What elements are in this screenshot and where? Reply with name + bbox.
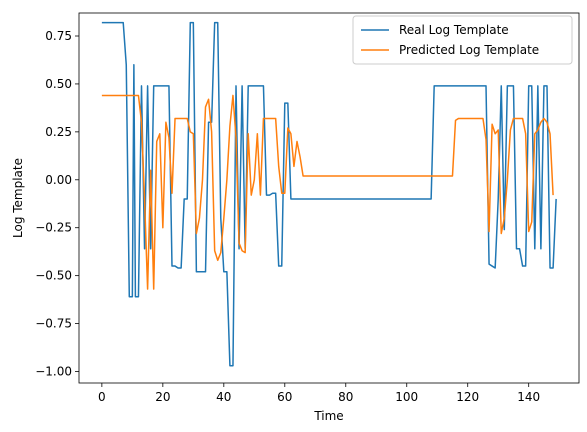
tick-layer: 0 20 40 60 80 100 120 140 −1.00 −0.75 −0.50 −0.25 0.…: [35, 29, 540, 404]
legend-label-real: Real Log Template: [399, 23, 509, 37]
y-axis-title: Log Template: [11, 158, 25, 238]
y-tick-label: −0.25: [35, 221, 72, 235]
y-tick-label: −0.50: [35, 269, 72, 283]
x-tick-label: 20: [155, 390, 170, 404]
x-axis-title: Time: [313, 409, 343, 423]
series-layer: [101, 21, 557, 367]
legend-label-predicted: Predicted Log Template: [399, 43, 539, 57]
y-tick-label: 0.75: [45, 29, 72, 43]
x-tick-label: 120: [456, 390, 479, 404]
x-tick-label: 140: [517, 390, 540, 404]
x-tick-label: 60: [277, 390, 292, 404]
y-tick-label: 0.25: [45, 125, 72, 139]
x-tick-label: 100: [395, 390, 418, 404]
legend: Real Log Template Predicted Log Template: [352, 15, 573, 65]
plot-frame: [78, 12, 580, 384]
x-tick-label: 80: [338, 390, 353, 404]
series-line-predicted: [101, 94, 554, 290]
y-tick-label: 0.00: [45, 173, 72, 187]
y-tick-label: −1.00: [35, 364, 72, 378]
x-tick-label: 40: [216, 390, 231, 404]
y-tick-label: 0.50: [45, 77, 72, 91]
y-tick-label: −0.75: [35, 317, 72, 331]
legend-box: [352, 15, 573, 65]
x-tick-label: 0: [98, 390, 106, 404]
